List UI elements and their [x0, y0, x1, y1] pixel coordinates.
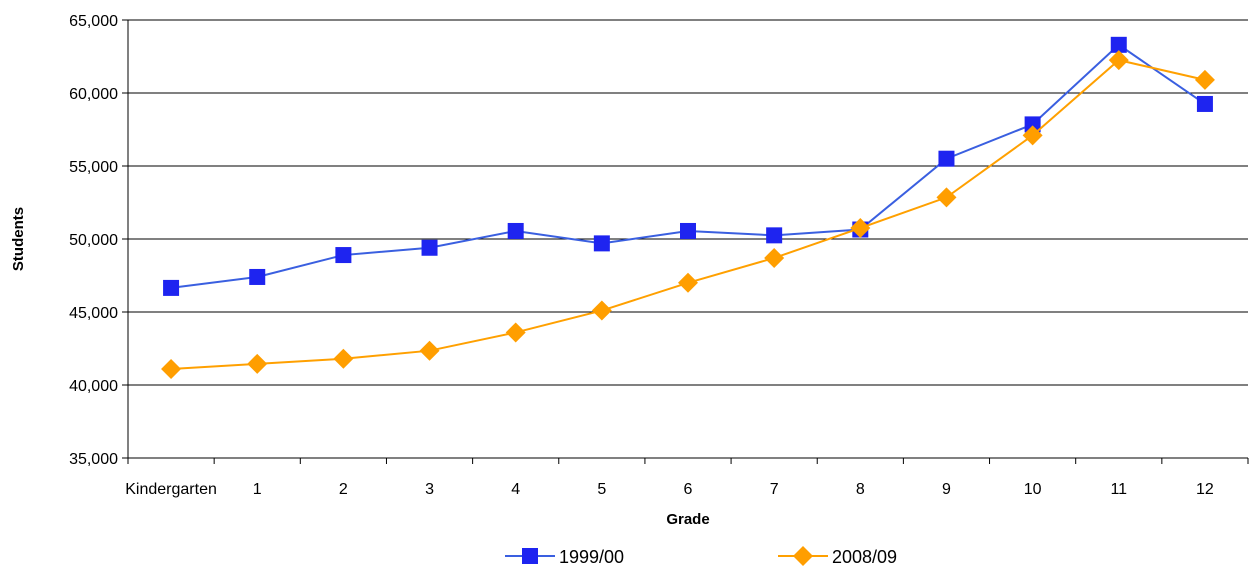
legend-label: 2008/09 — [832, 547, 897, 567]
legend-item: 2008/09 — [778, 546, 897, 567]
y-tick-label: 40,000 — [69, 378, 118, 395]
data-point — [1196, 95, 1213, 112]
data-point — [936, 187, 957, 208]
data-point — [1022, 125, 1043, 146]
x-tick-label: 3 — [425, 481, 434, 498]
y-tick-label: 45,000 — [69, 305, 118, 322]
x-tick-label: 1 — [253, 481, 262, 498]
x-tick-label: 7 — [770, 481, 779, 498]
data-point — [764, 247, 785, 268]
data-point — [593, 235, 610, 252]
x-axis-title: Grade — [666, 511, 709, 528]
x-tick-label: 11 — [1110, 481, 1127, 498]
data-point — [505, 322, 526, 343]
y-tick-label: 65,000 — [69, 13, 118, 30]
data-point — [163, 279, 180, 296]
legend: 1999/00 2008/09 — [505, 546, 897, 567]
data-point — [249, 268, 266, 285]
data-point — [1108, 50, 1129, 71]
x-tick-label: 5 — [597, 481, 606, 498]
y-tick-labels: 35,000 40,000 45,000 50,000 55,000 60,000 65,0… — [69, 13, 128, 468]
data-point — [766, 227, 783, 244]
data-point — [680, 222, 696, 239]
x-tick-label: 9 — [942, 481, 951, 498]
series-line — [171, 59, 1206, 370]
x-tick-label: 10 — [1024, 481, 1042, 498]
data-point — [247, 353, 268, 374]
x-tick-label: 2 — [339, 481, 348, 498]
x-tick-label: Kindergarten — [125, 481, 217, 498]
legend-marker — [793, 546, 813, 566]
gridlines — [128, 19, 1248, 386]
y-axis-title: Students — [10, 207, 27, 271]
y-tick-label: 55,000 — [69, 159, 118, 176]
x-tick-labels: Kindergarten 1 2 3 4 5 6 7 8 9 10 11 12 — [125, 458, 1249, 498]
x-tick-label: 12 — [1196, 481, 1214, 498]
data-point — [938, 150, 955, 167]
data-point — [419, 340, 440, 361]
data-point — [1024, 116, 1041, 133]
data-point — [591, 300, 612, 321]
data-point — [507, 222, 524, 239]
y-tick-label: 50,000 — [69, 232, 118, 249]
legend-item: 1999/00 — [505, 547, 624, 567]
legend-label: 1999/00 — [559, 547, 624, 567]
series-group — [161, 36, 1215, 379]
y-tick-label: 35,000 — [69, 451, 118, 468]
x-tick-label: 4 — [511, 481, 520, 498]
data-point — [161, 358, 182, 379]
data-point — [421, 239, 438, 256]
series-2 — [161, 50, 1215, 379]
x-tick-label: 6 — [684, 481, 693, 498]
data-point — [333, 348, 354, 369]
data-point — [678, 272, 698, 293]
data-point — [335, 247, 352, 264]
y-tick-label: 60,000 — [69, 86, 118, 103]
x-tick-label: 8 — [856, 481, 865, 498]
data-point — [850, 218, 871, 239]
data-point — [1194, 69, 1215, 90]
data-point — [1110, 36, 1127, 53]
legend-marker — [522, 548, 538, 564]
